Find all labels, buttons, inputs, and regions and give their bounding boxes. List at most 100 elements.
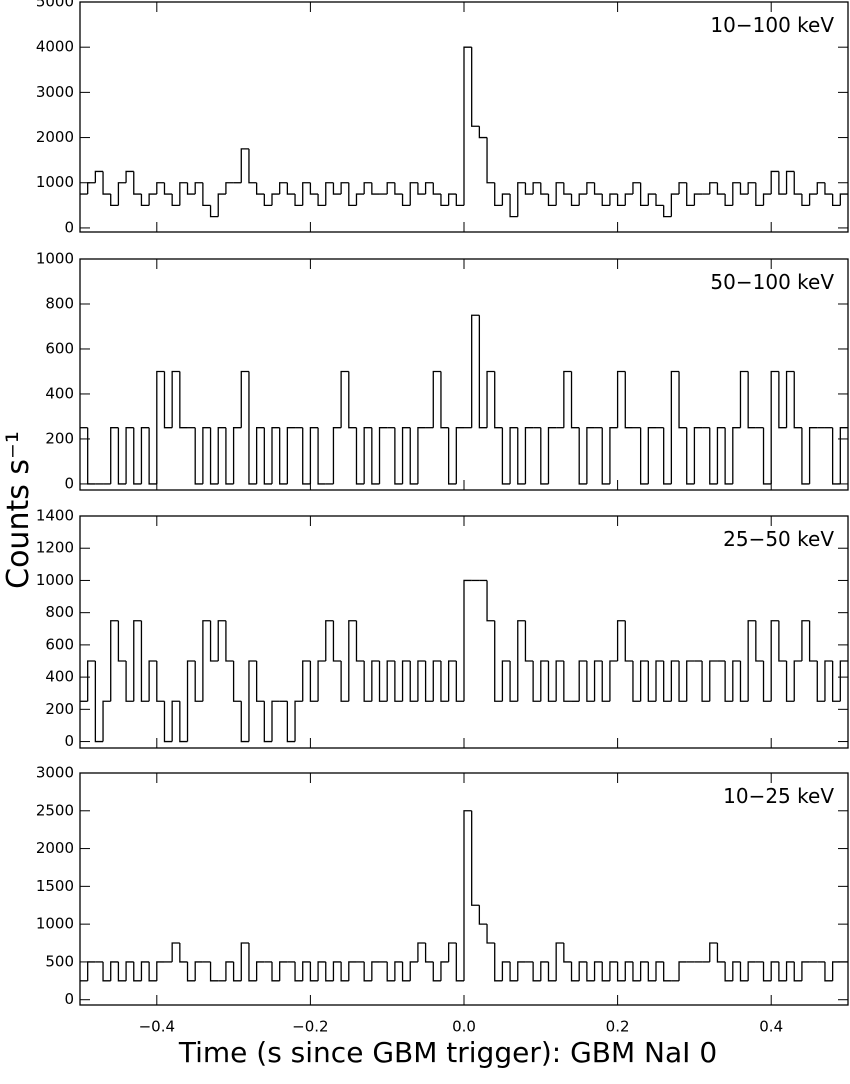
histogram-step — [148, 961, 157, 982]
histogram-step — [401, 660, 411, 702]
histogram-step — [332, 427, 342, 484]
histogram-step — [678, 182, 687, 195]
histogram-step — [540, 182, 549, 195]
histogram-step — [824, 961, 833, 982]
y-tick-label: 1500 — [36, 877, 74, 895]
histogram-step — [509, 194, 518, 218]
histogram-step — [586, 182, 595, 195]
histogram-step — [517, 182, 526, 217]
panel-label: 50−100 keV — [710, 270, 834, 294]
histogram-step — [540, 660, 549, 702]
histogram-step — [432, 660, 441, 702]
histogram-step — [732, 427, 741, 484]
histogram-step — [355, 620, 365, 662]
histogram-step — [639, 427, 649, 485]
histogram-step — [209, 620, 219, 662]
y-tick-label: 500 — [45, 952, 74, 970]
histogram-step — [432, 370, 441, 428]
histogram-step — [225, 620, 234, 662]
histogram-step — [762, 661, 772, 702]
histogram-step — [102, 961, 111, 982]
histogram-step — [555, 942, 564, 981]
histogram-step — [117, 427, 127, 485]
histogram-step — [609, 660, 618, 702]
x-tick-label: −0.2 — [292, 1018, 328, 1036]
histogram-step — [363, 182, 372, 195]
histogram-step — [801, 427, 810, 485]
histogram-step — [371, 660, 380, 702]
histogram-step — [670, 193, 680, 217]
y-tick-label: 3000 — [36, 83, 74, 101]
y-tick-label: 2000 — [36, 128, 74, 146]
histogram-step — [447, 193, 457, 206]
histogram-step — [524, 182, 534, 195]
histogram-step — [770, 170, 779, 195]
histogram-step — [240, 370, 249, 428]
histogram-step — [785, 661, 795, 702]
histogram-step — [463, 810, 472, 981]
histogram-step — [801, 961, 810, 981]
histogram-step — [578, 961, 587, 981]
y-tick-label: 1000 — [36, 915, 74, 933]
histogram-step — [309, 961, 319, 982]
histogram-step — [371, 427, 380, 485]
panel-label: 10−100 keV — [710, 13, 834, 37]
histogram-step — [401, 194, 411, 206]
histogram-step — [570, 194, 580, 206]
histogram-step — [417, 942, 426, 962]
histogram-step — [394, 661, 403, 702]
histogram-step — [655, 961, 664, 981]
histogram-step — [332, 620, 342, 662]
histogram-step — [309, 427, 319, 484]
histogram-step — [586, 961, 595, 982]
panel-label: 25−50 keV — [723, 527, 834, 551]
y-axis-label: Counts s⁻¹ — [1, 431, 36, 589]
histogram-step — [171, 700, 180, 742]
histogram-step — [816, 661, 825, 702]
histogram-step — [755, 620, 764, 662]
histogram-step — [693, 427, 703, 484]
histogram-step — [686, 660, 695, 702]
histogram-step — [609, 427, 618, 484]
histogram-step — [447, 660, 457, 702]
histogram-step — [194, 661, 203, 702]
histogram-step — [686, 182, 695, 206]
y-tick-label: 800 — [45, 294, 74, 312]
histogram-step — [401, 961, 411, 982]
histogram-step — [117, 620, 127, 662]
histogram-step — [793, 371, 802, 429]
histogram-step — [501, 427, 511, 485]
histogram-step — [762, 427, 772, 485]
histogram-step — [793, 961, 802, 982]
histogram-step — [102, 171, 111, 195]
histogram-step — [540, 961, 549, 981]
histogram-step — [501, 660, 511, 702]
histogram-step — [547, 961, 557, 982]
histogram-step — [616, 961, 626, 982]
histogram-step — [486, 137, 495, 184]
histogram-step — [816, 182, 825, 195]
histogram-step — [87, 182, 96, 195]
histogram-step — [394, 961, 403, 981]
histogram-step — [417, 427, 426, 484]
histogram-step — [340, 182, 349, 195]
y-tick-label: 1000 — [36, 571, 74, 589]
histogram-step — [778, 961, 787, 982]
histogram-step — [716, 427, 726, 484]
y-tick-label: 2500 — [36, 801, 74, 819]
x-tick-label: −0.4 — [139, 1018, 175, 1036]
histogram-step — [156, 961, 165, 981]
y-tick-label: 0 — [64, 474, 74, 492]
histogram-step — [632, 961, 641, 982]
y-tick-label: 2000 — [36, 839, 74, 857]
histogram-step — [701, 661, 710, 702]
histogram-step — [501, 193, 511, 206]
y-tick-label: 1200 — [36, 539, 74, 557]
histogram-step — [471, 47, 480, 127]
histogram-step — [724, 194, 733, 206]
histogram-step — [716, 943, 726, 963]
histogram-step — [716, 182, 726, 195]
y-tick-label: 4000 — [36, 38, 74, 56]
histogram-step — [302, 961, 311, 981]
y-tick-label: 1000 — [36, 173, 74, 191]
